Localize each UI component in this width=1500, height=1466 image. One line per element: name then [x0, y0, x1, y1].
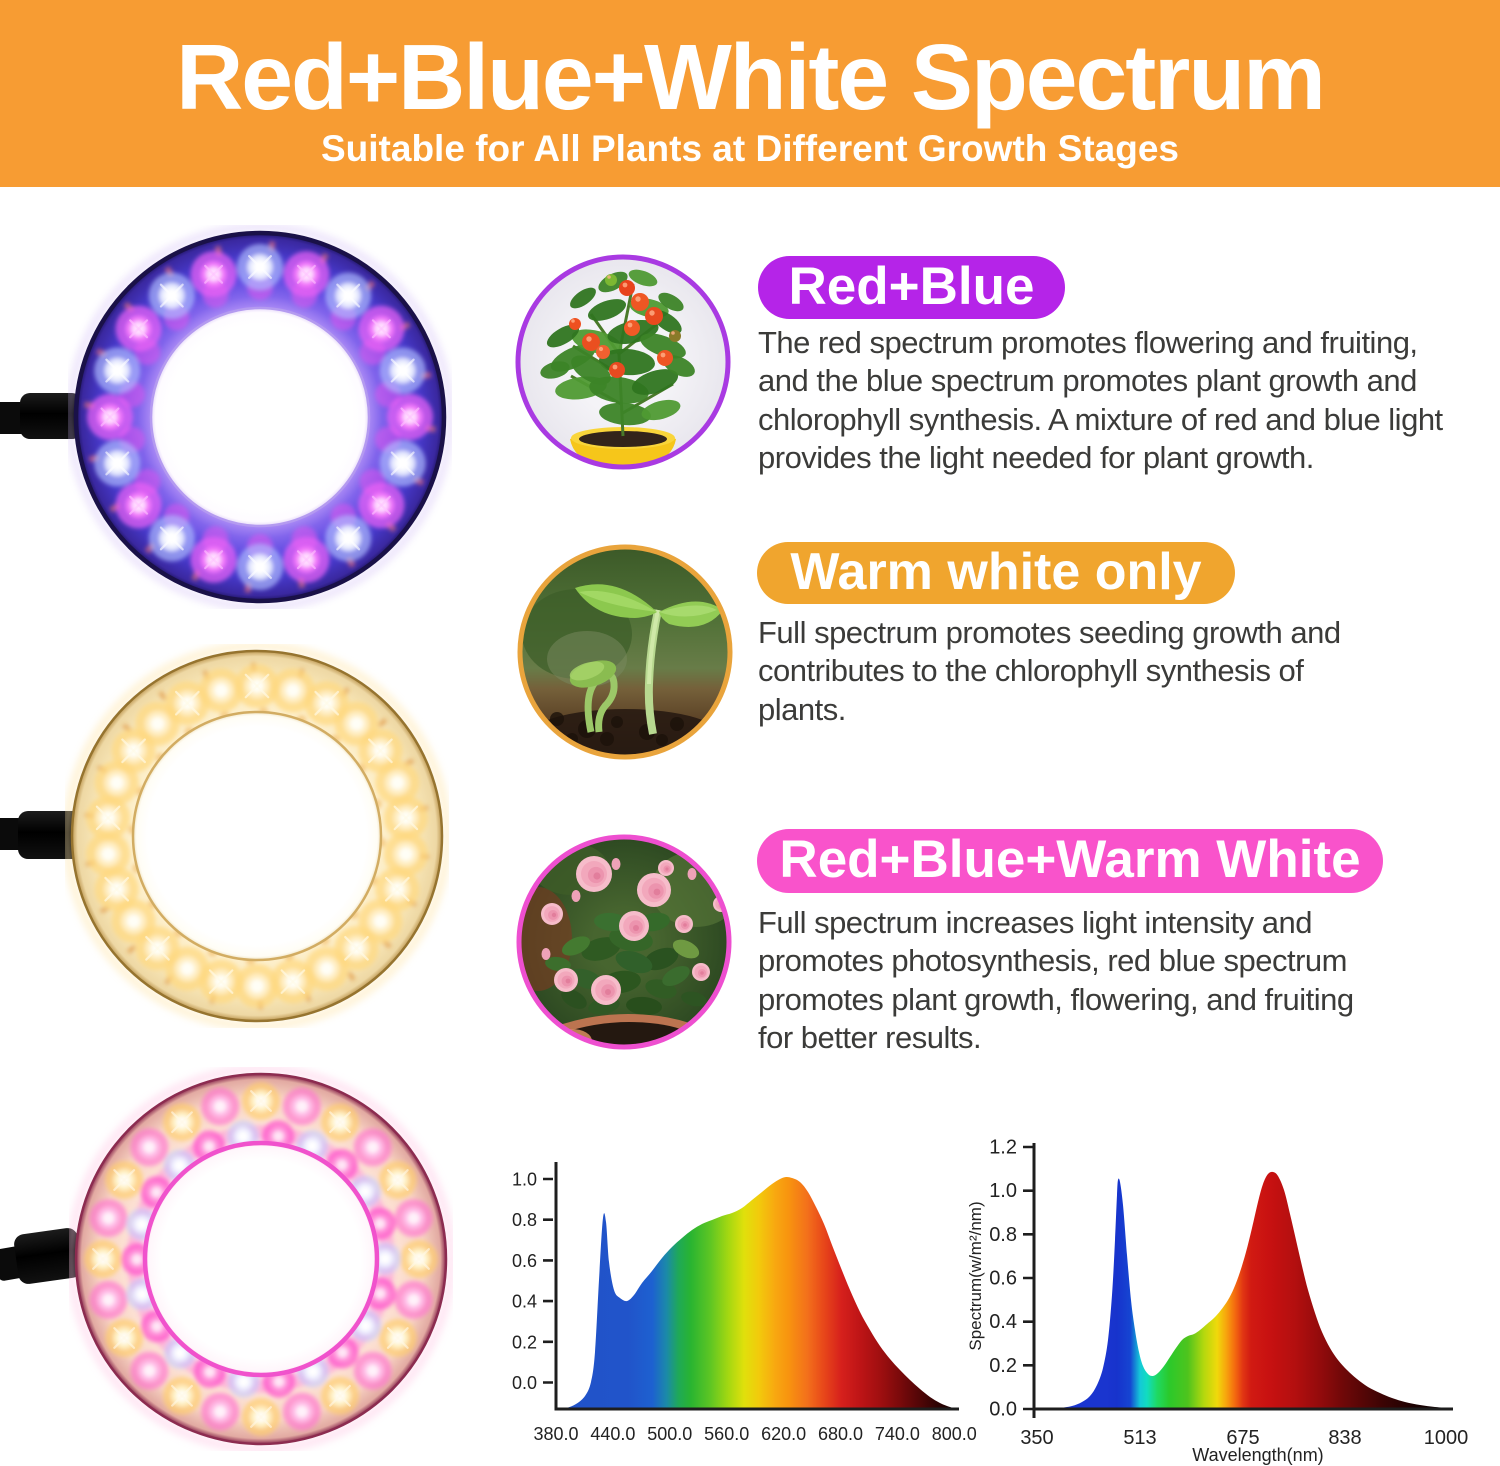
- svg-text:838: 838: [1328, 1427, 1361, 1449]
- svg-text:0.0: 0.0: [512, 1373, 537, 1393]
- svg-text:0.4: 0.4: [989, 1311, 1017, 1333]
- svg-text:1000: 1000: [1424, 1427, 1469, 1449]
- svg-text:1.0: 1.0: [512, 1170, 537, 1190]
- svg-text:620.0: 620.0: [761, 1424, 806, 1444]
- svg-text:0.8: 0.8: [512, 1210, 537, 1230]
- svg-text:1.2: 1.2: [989, 1137, 1017, 1159]
- svg-text:0.8: 0.8: [989, 1224, 1017, 1246]
- svg-text:560.0: 560.0: [704, 1424, 749, 1444]
- svg-text:0.2: 0.2: [989, 1355, 1017, 1377]
- svg-text:Wavelength(nm): Wavelength(nm): [1192, 1445, 1323, 1465]
- svg-text:0.6: 0.6: [512, 1251, 537, 1271]
- svg-text:675: 675: [1226, 1427, 1259, 1449]
- svg-text:350: 350: [1020, 1427, 1053, 1449]
- svg-text:440.0: 440.0: [590, 1424, 635, 1444]
- svg-text:0.2: 0.2: [512, 1332, 537, 1352]
- svg-text:740.0: 740.0: [875, 1424, 920, 1444]
- svg-text:1.0: 1.0: [989, 1180, 1017, 1202]
- svg-text:500.0: 500.0: [647, 1424, 692, 1444]
- svg-text:0.0: 0.0: [989, 1399, 1017, 1421]
- svg-text:800.0: 800.0: [932, 1424, 977, 1444]
- svg-text:680.0: 680.0: [818, 1424, 863, 1444]
- svg-text:Spectrum(w/m²/nm): Spectrum(w/m²/nm): [966, 1201, 985, 1350]
- svg-text:0.4: 0.4: [512, 1292, 537, 1312]
- svg-text:513: 513: [1123, 1427, 1156, 1449]
- svg-text:0.6: 0.6: [989, 1268, 1017, 1290]
- svg-text:380.0: 380.0: [533, 1424, 578, 1444]
